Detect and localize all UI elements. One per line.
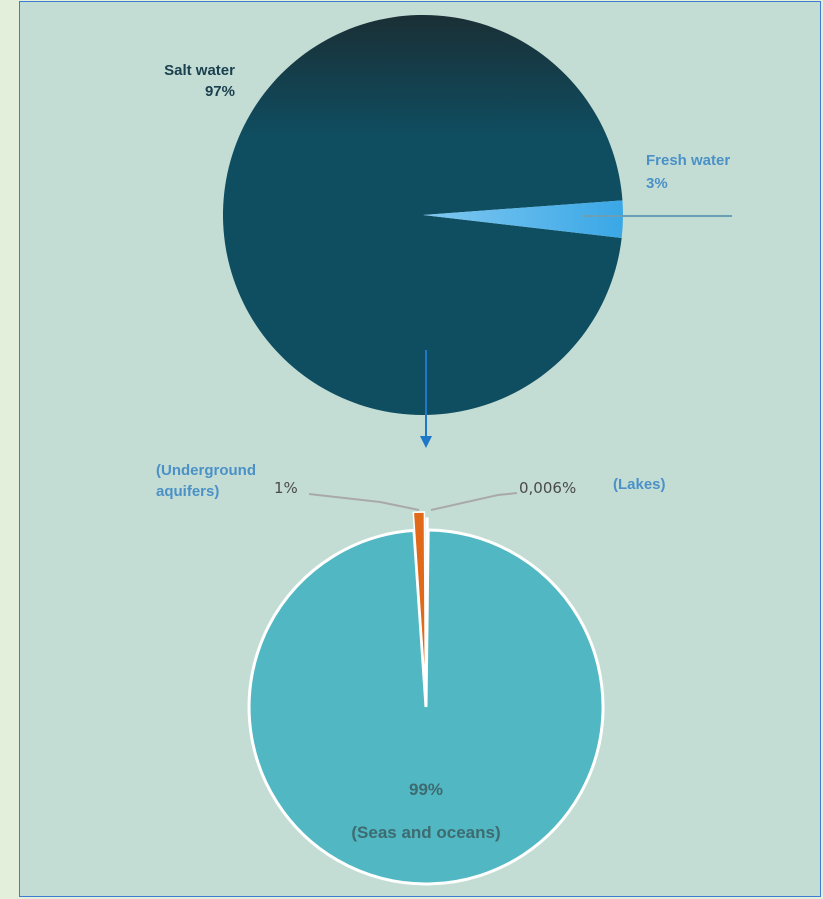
lakes-value: 0,006%: [519, 479, 576, 497]
pie-slice-underground-aquifers: [412, 511, 427, 690]
bottom-pie: [247, 511, 605, 886]
fresh-water-value: 3%: [646, 175, 668, 192]
water-distribution-chart: Salt water 97% Fresh water 3% (Undergrou…: [156, 14, 732, 886]
underground-leader-line: [308, 493, 420, 511]
pie-slice-salt-water: [222, 14, 623, 415]
underground-label-line2: aquifers): [156, 483, 219, 500]
top-pie: [222, 14, 623, 415]
pie-slice-lakes: [425, 517, 429, 696]
pie-slice-fresh-water: [423, 200, 623, 238]
underground-value: 1%: [274, 479, 298, 497]
salt-water-value: 97%: [205, 83, 235, 100]
lakes-leader-line: [430, 492, 518, 511]
fresh-water-label: Fresh water: [646, 152, 730, 169]
lakes-label: (Lakes): [613, 476, 666, 493]
underground-label-line1: (Underground: [156, 462, 256, 479]
salt-water-label: Salt water: [164, 62, 235, 79]
seas-value: 99%: [409, 780, 443, 799]
chart-frame: Salt water 97% Fresh water 3% (Undergrou…: [19, 1, 821, 897]
pie-slice-seas-and-oceans: [247, 528, 605, 886]
down-arrow-icon: [420, 350, 432, 448]
seas-label: (Seas and oceans): [351, 823, 500, 842]
